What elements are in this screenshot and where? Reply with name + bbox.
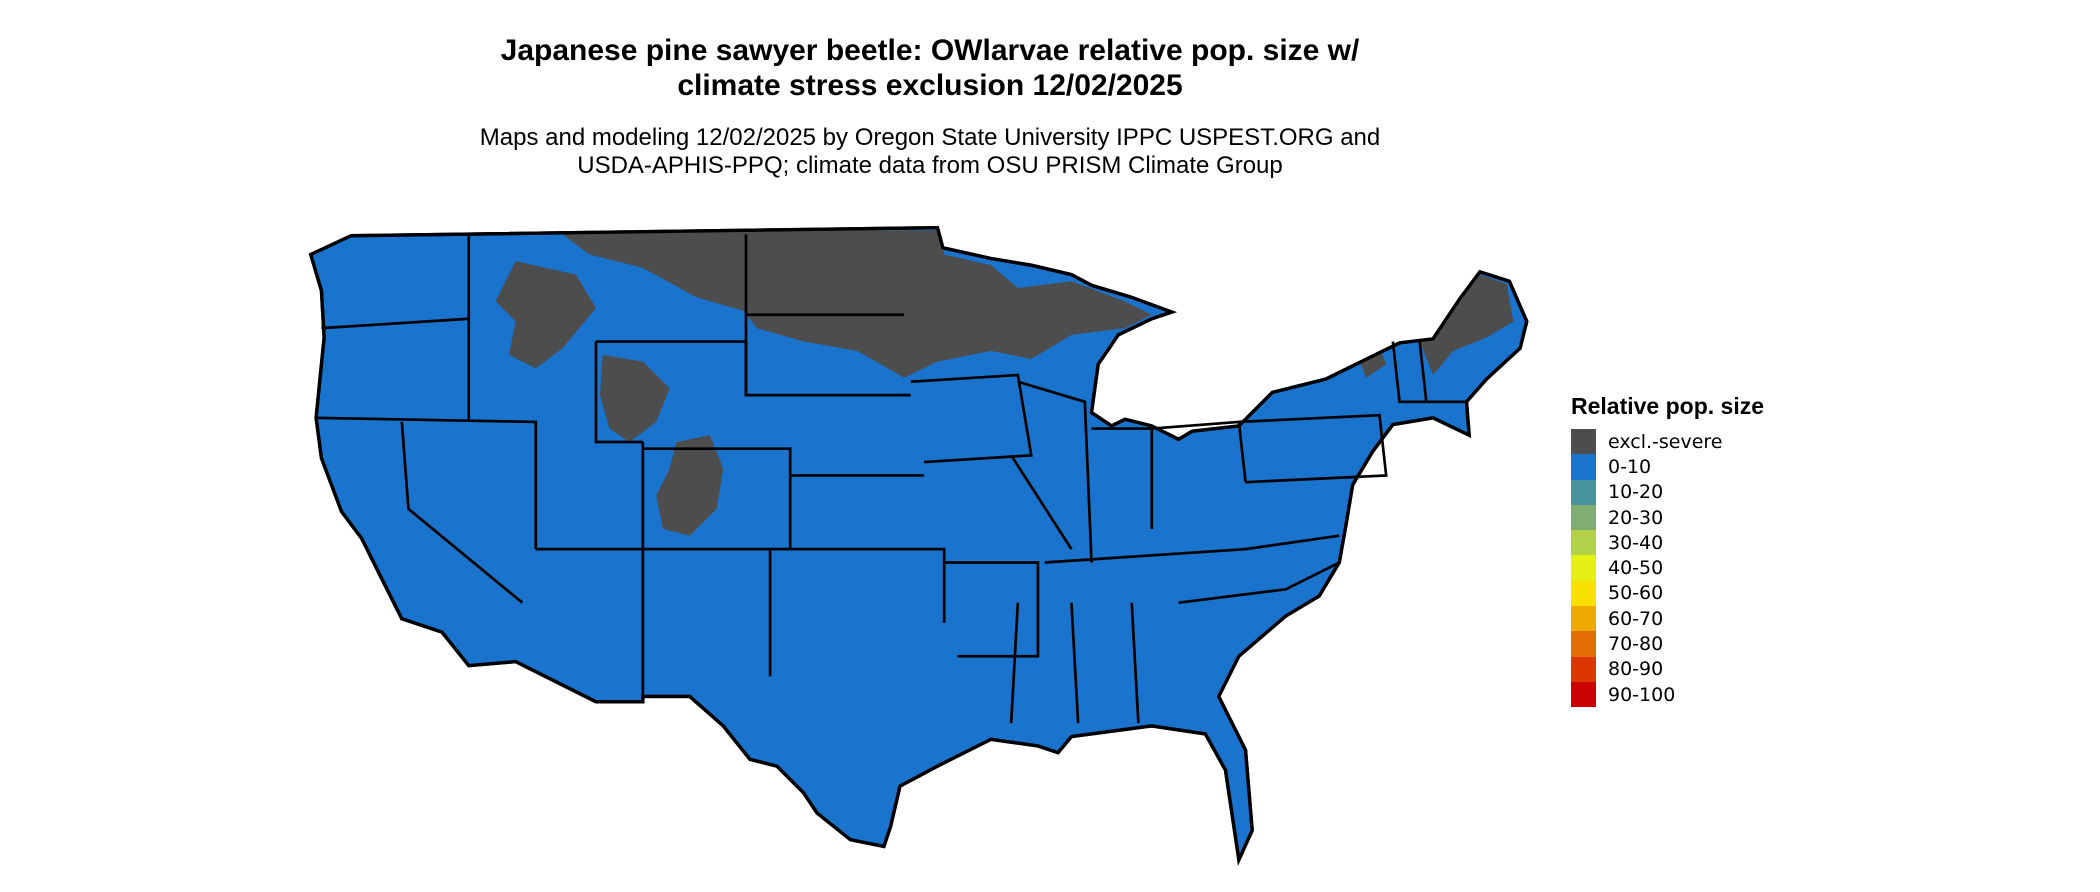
legend-label: 50-60 bbox=[1608, 582, 1664, 605]
legend-label: 10-20 bbox=[1608, 481, 1664, 504]
legend-label: 30-40 bbox=[1608, 531, 1664, 554]
legend-item: 50-60 bbox=[1571, 580, 1764, 607]
legend-swatch bbox=[1571, 656, 1596, 682]
excluded-montana-idaho bbox=[495, 261, 596, 369]
state-borders bbox=[316, 234, 1467, 724]
legend-swatch bbox=[1571, 454, 1596, 480]
legend-label: excl.-severe bbox=[1608, 430, 1723, 453]
legend-item: 80-90 bbox=[1571, 656, 1764, 682]
legend-label: 40-50 bbox=[1608, 557, 1664, 580]
legend-label: 60-70 bbox=[1608, 607, 1664, 630]
legend-title: Relative pop. size bbox=[1571, 393, 1765, 419]
excluded-northeast bbox=[1419, 274, 1514, 376]
legend-item: excl.-severe bbox=[1571, 429, 1764, 455]
legend-label: 0-10 bbox=[1608, 455, 1652, 478]
us-border bbox=[308, 226, 1529, 866]
legend-item: 10-20 bbox=[1571, 479, 1764, 505]
legend-swatch bbox=[1571, 530, 1596, 556]
title-line-1: Japanese pine sawyer beetle: OWlarvae re… bbox=[500, 34, 1360, 67]
legend-item: 90-100 bbox=[1571, 681, 1764, 708]
legend-swatch bbox=[1571, 429, 1596, 455]
excluded-northern-plains bbox=[562, 230, 1152, 378]
legend-item: 70-80 bbox=[1571, 631, 1764, 657]
legend-label: 70-80 bbox=[1608, 633, 1664, 656]
exclusion-areas bbox=[495, 230, 1514, 536]
legend: Relative pop. size excl.-severe 0-10 10-20… bbox=[1571, 393, 1765, 708]
legend-label: 80-90 bbox=[1608, 658, 1664, 681]
subtitle-line-2: USDA-APHIS-PPQ; climate data from OSU PR… bbox=[577, 152, 1283, 179]
excluded-colorado bbox=[656, 435, 724, 536]
legend-swatch bbox=[1571, 580, 1596, 607]
map-title: Japanese pine sawyer beetle: OWlarvae re… bbox=[330, 33, 1530, 103]
legend-swatch bbox=[1571, 606, 1596, 632]
excluded-wyoming bbox=[600, 354, 670, 442]
legend-item: 30-40 bbox=[1571, 530, 1764, 556]
subtitle-line-1: Maps and modeling 12/02/2025 by Oregon S… bbox=[479, 124, 1381, 151]
legend-label: 90-100 bbox=[1608, 683, 1676, 706]
legend-item: 0-10 bbox=[1571, 454, 1764, 480]
legend-item: 60-70 bbox=[1571, 606, 1764, 632]
title-line-2: climate stress exclusion 12/02/2025 bbox=[677, 69, 1183, 102]
legend-label: 20-30 bbox=[1608, 506, 1664, 529]
legend-swatch bbox=[1571, 555, 1596, 581]
map-subtitle: Maps and modeling 12/02/2025 by Oregon S… bbox=[330, 124, 1530, 180]
legend-swatch bbox=[1571, 631, 1596, 657]
legend-item: 40-50 bbox=[1571, 555, 1764, 581]
legend-swatch bbox=[1571, 681, 1596, 708]
legend-swatch bbox=[1571, 479, 1596, 505]
legend-swatch bbox=[1571, 504, 1596, 531]
legend-item: 20-30 bbox=[1571, 504, 1764, 531]
